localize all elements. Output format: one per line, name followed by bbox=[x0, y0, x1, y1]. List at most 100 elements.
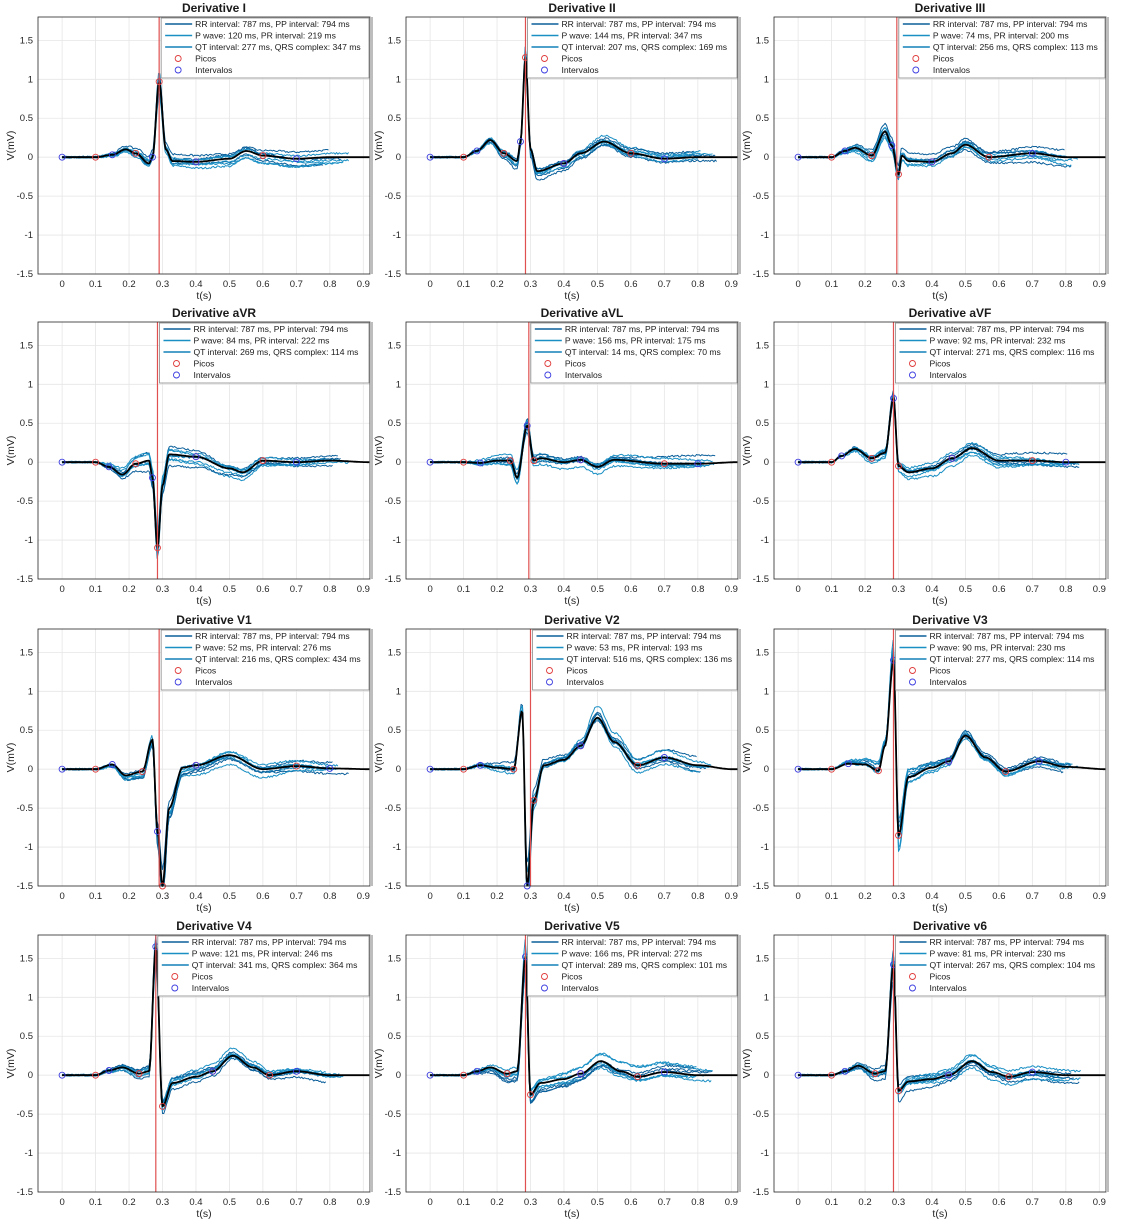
markers bbox=[794, 656, 1043, 839]
x-axis-label: t(s) bbox=[564, 1208, 579, 1220]
svg-text:0.1: 0.1 bbox=[825, 584, 838, 595]
legend-entry: Intervalos bbox=[561, 65, 598, 75]
svg-text:0.9: 0.9 bbox=[1093, 1197, 1106, 1208]
svg-text:0.7: 0.7 bbox=[658, 279, 671, 290]
legend-entry: P wave: 81 ms, PR interval: 230 ms bbox=[929, 949, 1065, 959]
svg-text:1: 1 bbox=[764, 992, 769, 1003]
mean-trace bbox=[62, 738, 370, 887]
legend-entry: QT interval: 289 ms, QRS complex: 101 ms bbox=[561, 960, 727, 970]
svg-text:0.9: 0.9 bbox=[1093, 584, 1106, 595]
svg-text:0.8: 0.8 bbox=[323, 584, 336, 595]
svg-text:-1.5: -1.5 bbox=[385, 269, 401, 280]
svg-text:0.2: 0.2 bbox=[490, 1197, 503, 1208]
lead-panel-avl: 1.5 1 0.5 0 -0.5 -1 -1.5 0 0.1 0.2 0.3 0.4 0.5 0.6 0.7… bbox=[368, 305, 742, 612]
svg-text:0: 0 bbox=[795, 584, 800, 595]
svg-text:0.8: 0.8 bbox=[323, 891, 336, 902]
legend-entry: P wave: 84 ms, PR interval: 222 ms bbox=[193, 336, 329, 346]
legend-entry: RR interval: 787 ms, PP interval: 794 ms bbox=[195, 19, 350, 29]
legend: RR interval: 787 ms, PP interval: 794 ms… bbox=[527, 935, 738, 997]
plot-canvas: 1.5 1 0.5 0 -0.5 -1 -1.5 0 0.1 0.2 0.3 0.4 0.5 0.6 0.7… bbox=[373, 613, 741, 914]
x-axis-label: t(s) bbox=[564, 290, 579, 302]
svg-text:0.5: 0.5 bbox=[756, 113, 769, 124]
svg-text:1.5: 1.5 bbox=[756, 953, 769, 964]
legend: RR interval: 787 ms, PP interval: 794 ms… bbox=[160, 17, 370, 79]
legend-entry: Picos bbox=[567, 666, 588, 676]
svg-text:-0.5: -0.5 bbox=[385, 191, 401, 202]
svg-text:0.8: 0.8 bbox=[1059, 891, 1072, 902]
svg-text:0.5: 0.5 bbox=[20, 418, 33, 429]
svg-text:0.8: 0.8 bbox=[1059, 584, 1072, 595]
svg-text:0.8: 0.8 bbox=[1059, 1197, 1072, 1208]
x-axis-ticks: 0 0.1 0.2 0.3 0.4 0.5 0.6 0.7 0.8 0.9 bbox=[795, 891, 1105, 902]
svg-text:0.5: 0.5 bbox=[20, 1031, 33, 1042]
svg-text:0: 0 bbox=[396, 152, 401, 163]
svg-text:1: 1 bbox=[396, 74, 401, 85]
svg-text:0.5: 0.5 bbox=[959, 584, 972, 595]
panel-title: Derivative aVL bbox=[541, 306, 624, 320]
markers bbox=[426, 422, 702, 468]
y-axis-label: V(mV) bbox=[5, 131, 17, 161]
svg-text:0.5: 0.5 bbox=[756, 1031, 769, 1042]
y-axis-label: V(mV) bbox=[741, 743, 753, 773]
svg-text:0.2: 0.2 bbox=[858, 584, 871, 595]
y-axis-ticks: 1.5 1 0.5 0 -0.5 -1 -1.5 bbox=[385, 647, 401, 892]
svg-text:0.3: 0.3 bbox=[524, 584, 537, 595]
y-axis-label: V(mV) bbox=[373, 436, 385, 466]
svg-text:-0.5: -0.5 bbox=[385, 496, 401, 507]
x-axis-ticks: 0 0.1 0.2 0.3 0.4 0.5 0.6 0.7 0.8 0.9 bbox=[427, 1197, 737, 1208]
svg-text:-1: -1 bbox=[761, 230, 769, 241]
svg-text:0.4: 0.4 bbox=[189, 1197, 202, 1208]
x-axis-label: t(s) bbox=[564, 902, 579, 914]
svg-text:-1: -1 bbox=[761, 1148, 769, 1159]
svg-text:-1: -1 bbox=[761, 842, 769, 853]
svg-text:0: 0 bbox=[795, 1197, 800, 1208]
svg-text:0.7: 0.7 bbox=[290, 1197, 303, 1208]
svg-text:1.5: 1.5 bbox=[20, 340, 33, 351]
markers bbox=[794, 394, 1070, 470]
svg-text:0: 0 bbox=[28, 152, 33, 163]
svg-text:0.2: 0.2 bbox=[858, 279, 871, 290]
svg-text:0.6: 0.6 bbox=[992, 891, 1005, 902]
legend-entry: RR interval: 787 ms, PP interval: 794 ms bbox=[929, 324, 1084, 334]
mean-trace bbox=[798, 659, 1106, 837]
plot-canvas: 1.5 1 0.5 0 -0.5 -1 -1.5 0 0.1 0.2 0.3 0.4 0.5 0.6 0.7… bbox=[373, 919, 741, 1220]
y-axis-label: V(mV) bbox=[5, 743, 17, 773]
svg-text:0.5: 0.5 bbox=[959, 891, 972, 902]
legend-entry: P wave: 144 ms, PR interval: 347 ms bbox=[561, 31, 702, 41]
svg-text:0.2: 0.2 bbox=[122, 1197, 135, 1208]
legend-entry: QT interval: 341 ms, QRS complex: 364 ms bbox=[192, 960, 358, 970]
svg-text:0.3: 0.3 bbox=[156, 1197, 169, 1208]
svg-text:-1.5: -1.5 bbox=[385, 1187, 401, 1198]
svg-text:-1.5: -1.5 bbox=[753, 269, 769, 280]
x-axis-ticks: 0 0.1 0.2 0.3 0.4 0.5 0.6 0.7 0.8 0.9 bbox=[59, 891, 369, 902]
legend: RR interval: 787 ms, PP interval: 794 ms… bbox=[159, 322, 370, 384]
svg-text:0.5: 0.5 bbox=[223, 584, 236, 595]
panel-title: Derivative V1 bbox=[176, 613, 252, 627]
panel-title: Derivative V4 bbox=[176, 919, 252, 933]
svg-text:0.6: 0.6 bbox=[624, 584, 637, 595]
svg-text:0.7: 0.7 bbox=[658, 1197, 671, 1208]
svg-text:-0.5: -0.5 bbox=[17, 803, 33, 814]
legend-entry: Picos bbox=[561, 54, 582, 64]
plot-canvas: 1.5 1 0.5 0 -0.5 -1 -1.5 0 0.1 0.2 0.3 0.4 0.5 0.6 0.7… bbox=[741, 1, 1109, 302]
svg-text:0.8: 0.8 bbox=[691, 891, 704, 902]
svg-text:-0.5: -0.5 bbox=[385, 1109, 401, 1120]
svg-text:-0.5: -0.5 bbox=[753, 803, 769, 814]
svg-text:0.6: 0.6 bbox=[256, 1197, 269, 1208]
legend: RR interval: 787 ms, PP interval: 794 ms… bbox=[157, 935, 370, 997]
x-axis-ticks: 0 0.1 0.2 0.3 0.4 0.5 0.6 0.7 0.8 0.9 bbox=[427, 891, 737, 902]
svg-text:-0.5: -0.5 bbox=[753, 191, 769, 202]
svg-text:0.6: 0.6 bbox=[624, 891, 637, 902]
svg-text:0.3: 0.3 bbox=[892, 1197, 905, 1208]
legend-entry: Intervalos bbox=[193, 370, 230, 380]
y-axis-ticks: 1.5 1 0.5 0 -0.5 -1 -1.5 bbox=[385, 953, 401, 1198]
svg-text:0.7: 0.7 bbox=[1026, 584, 1039, 595]
svg-text:0: 0 bbox=[795, 279, 800, 290]
svg-text:-0.5: -0.5 bbox=[17, 1109, 33, 1120]
svg-text:-1: -1 bbox=[393, 842, 401, 853]
svg-text:-1.5: -1.5 bbox=[17, 1187, 33, 1198]
svg-text:-1.5: -1.5 bbox=[17, 574, 33, 585]
plot-canvas: 1.5 1 0.5 0 -0.5 -1 -1.5 0 0.1 0.2 0.3 0.4 0.5 0.6 0.7… bbox=[373, 1, 741, 302]
svg-text:0.4: 0.4 bbox=[557, 1197, 570, 1208]
legend-entry: P wave: 74 ms, PR interval: 200 ms bbox=[933, 31, 1069, 41]
